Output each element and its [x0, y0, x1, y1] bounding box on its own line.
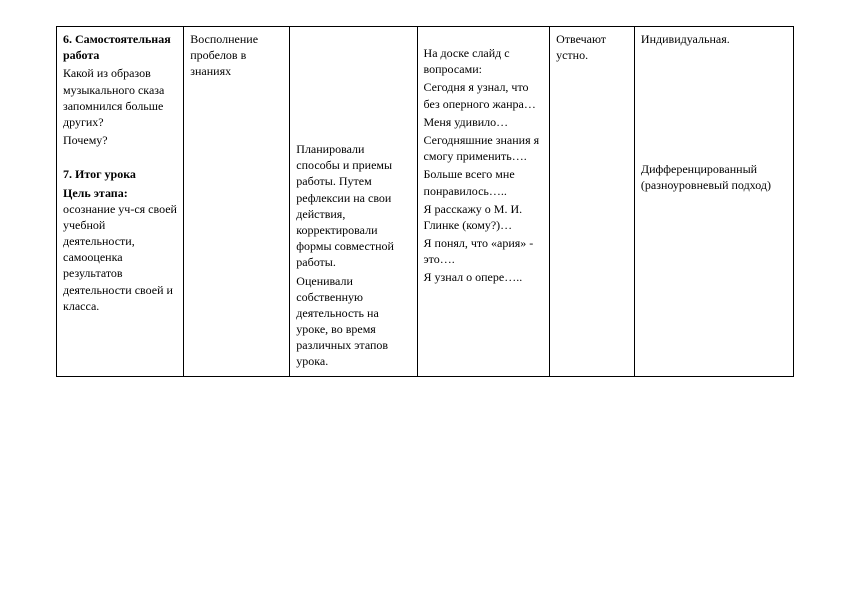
board-q4: Больше всего мне понравилось….. [424, 166, 544, 198]
activity-paragraph-2: Оценивали собственную деятельность на ур… [296, 273, 410, 370]
cell-stage: 6. Самостоятельная работа Какой из образ… [57, 27, 184, 377]
table-row: 6. Самостоятельная работа Какой из образ… [57, 27, 794, 377]
board-q7: Я узнал о опере….. [424, 269, 544, 285]
activity-paragraph-1: Планировали способы и приемы работы. Пут… [296, 141, 410, 271]
stage-7-goal-label: Цель этапа: [63, 186, 128, 200]
cell-activity: Планировали способы и приемы работы. Пут… [290, 27, 417, 377]
lesson-plan-table: 6. Самостоятельная работа Какой из образ… [56, 26, 794, 377]
document-page: 6. Самостоятельная работа Какой из образ… [0, 0, 842, 417]
stage-6-question-1: Какой из образов музыкального сказа запо… [63, 65, 177, 130]
board-q1: Сегодня я узнал, что без оперного жанра… [424, 79, 544, 111]
cell-response: Отвечают устно. [550, 27, 635, 377]
form-line-1: Индивидуальная. [641, 31, 787, 47]
stage-6-title: 6. Самостоятельная работа [63, 31, 177, 63]
stage-7-title: 7. Итог урока [63, 166, 177, 182]
board-q3: Сегодняшние знания я смогу применить…. [424, 132, 544, 164]
response-text: Отвечают устно. [556, 31, 628, 63]
cell-form: Индивидуальная. Дифференцированный (разн… [634, 27, 793, 377]
stage-7-goal-body: осознание уч-ся своей учебной деятельнос… [63, 202, 177, 313]
board-q6: Я понял, что «ария» - это…. [424, 235, 544, 267]
cell-task: Восполнение пробелов в знаниях [184, 27, 290, 377]
task-text: Восполнение пробелов в знаниях [190, 31, 283, 80]
form-line-2: Дифференцированный (разноуровневый подхо… [641, 161, 787, 193]
board-intro: На доске слайд с вопросами: [424, 45, 544, 77]
board-q5: Я расскажу о М. И. Глинке (кому?)… [424, 201, 544, 233]
cell-board: На доске слайд с вопросами: Сегодня я уз… [417, 27, 550, 377]
stage-6-question-2: Почему? [63, 132, 177, 148]
board-q2: Меня удивило… [424, 114, 544, 130]
